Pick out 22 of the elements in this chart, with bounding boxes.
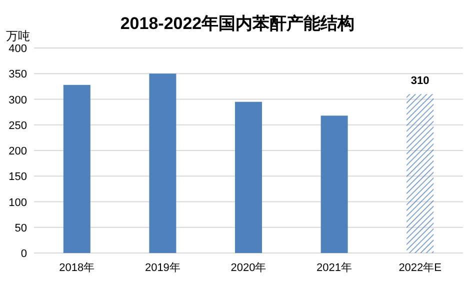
bar [63,84,90,253]
y-tick-label: 0 [20,248,27,260]
x-tick-label: 2021年 [316,262,352,274]
y-tick-label: 350 [8,68,27,81]
y-tick-label: 150 [8,171,27,184]
bar [406,94,434,253]
y-tick-label: 400 [8,43,27,55]
y-tick-label: 50 [14,222,27,234]
y-tick-label: 200 [8,146,27,158]
x-tick-label: 2020年 [230,262,266,274]
y-axis-title: 万吨 [6,29,30,43]
x-tick-label: 2018年 [59,262,95,274]
bar [149,74,176,253]
data-label: 310 [410,75,430,88]
x-tick-label: 2022年E [398,262,442,274]
y-tick-label: 250 [8,120,27,132]
x-tick-label: 2019年 [144,262,180,274]
y-tick-label: 300 [8,94,27,106]
chart-title: 2018-2022年国内苯酐产能结构 [120,14,355,33]
bar [320,116,348,253]
y-tick-label: 100 [8,196,27,209]
bar [235,102,262,253]
